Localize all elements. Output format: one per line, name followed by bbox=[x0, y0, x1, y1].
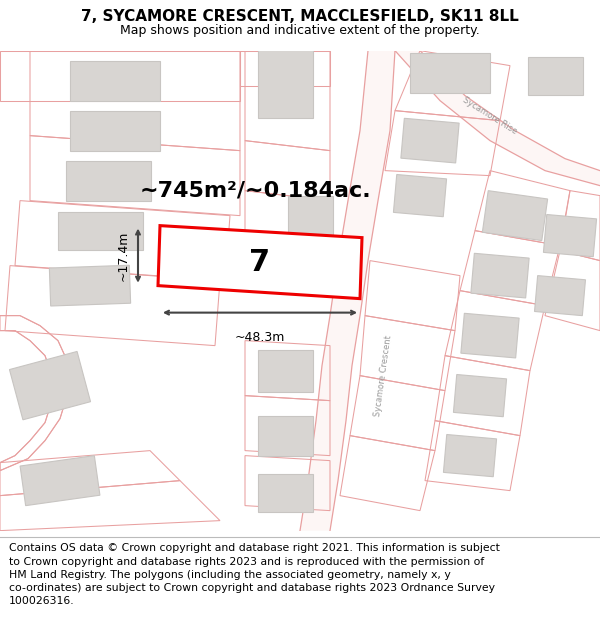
Polygon shape bbox=[535, 276, 586, 316]
Polygon shape bbox=[394, 174, 446, 217]
Polygon shape bbox=[70, 111, 160, 151]
Polygon shape bbox=[257, 474, 313, 512]
Polygon shape bbox=[49, 265, 131, 306]
Polygon shape bbox=[70, 61, 160, 101]
Text: ~17.4m: ~17.4m bbox=[117, 231, 130, 281]
Polygon shape bbox=[158, 226, 362, 299]
Polygon shape bbox=[257, 349, 313, 392]
Polygon shape bbox=[527, 57, 583, 94]
Text: Sycamore Rise: Sycamore Rise bbox=[461, 95, 519, 136]
Text: ~745m²/~0.184ac.: ~745m²/~0.184ac. bbox=[139, 181, 371, 201]
Polygon shape bbox=[443, 434, 497, 477]
Text: Contains OS data © Crown copyright and database right 2021. This information is : Contains OS data © Crown copyright and d… bbox=[9, 543, 500, 606]
Polygon shape bbox=[410, 52, 490, 92]
Polygon shape bbox=[65, 161, 151, 201]
Polygon shape bbox=[257, 43, 313, 118]
Polygon shape bbox=[300, 51, 395, 531]
Polygon shape bbox=[482, 191, 548, 241]
Polygon shape bbox=[544, 214, 596, 257]
Text: 7, SYCAMORE CRESCENT, MACCLESFIELD, SK11 8LL: 7, SYCAMORE CRESCENT, MACCLESFIELD, SK11… bbox=[81, 9, 519, 24]
Text: Sycamore Crescent: Sycamore Crescent bbox=[373, 334, 393, 417]
Polygon shape bbox=[395, 51, 600, 186]
Text: ~48.3m: ~48.3m bbox=[235, 331, 285, 344]
Text: Map shows position and indicative extent of the property.: Map shows position and indicative extent… bbox=[120, 24, 480, 36]
Polygon shape bbox=[287, 196, 332, 256]
Polygon shape bbox=[58, 212, 143, 249]
Polygon shape bbox=[257, 416, 313, 456]
Polygon shape bbox=[454, 374, 506, 417]
Polygon shape bbox=[20, 456, 100, 506]
Polygon shape bbox=[10, 351, 91, 420]
Polygon shape bbox=[471, 253, 529, 298]
Polygon shape bbox=[401, 118, 459, 163]
Polygon shape bbox=[461, 313, 519, 358]
Text: 7: 7 bbox=[250, 248, 271, 277]
